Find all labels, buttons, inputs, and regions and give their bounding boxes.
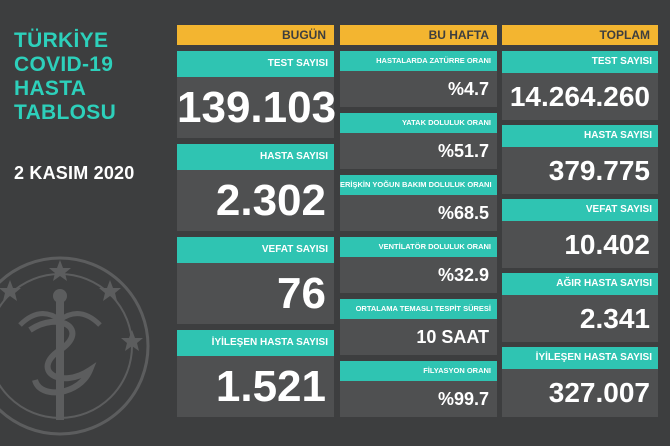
header-week: BU HAFTA xyxy=(340,25,497,45)
week-contact-label: ORTALAMA TEMASLI TESPİT SÜRESİ xyxy=(340,299,497,319)
today-case-card: HASTA SAYISI 2.302 xyxy=(177,144,334,231)
week-ventilator-label: VENTİLATÖR DOLULUK ORANI xyxy=(340,237,497,257)
total-death-value: 10.402 xyxy=(502,221,658,268)
today-death-label: VEFAT SAYISI xyxy=(177,237,334,263)
week-bed-card: YATAK DOLULUK ORANI %51.7 xyxy=(340,113,497,169)
week-pneumonia-card: HASTALARDA ZATÜRRE ORANI %4.7 xyxy=(340,51,497,107)
total-death-card: VEFAT SAYISI 10.402 xyxy=(502,199,658,268)
week-pneumonia-label: HASTALARDA ZATÜRRE ORANI xyxy=(340,51,497,71)
week-bed-value: %51.7 xyxy=(340,133,497,169)
total-case-value: 379.775 xyxy=(502,147,658,194)
total-critical-label: AĞIR HASTA SAYISI xyxy=(502,273,658,295)
week-ventilator-value: %32.9 xyxy=(340,257,497,293)
total-death-label: VEFAT SAYISI xyxy=(502,199,658,221)
left-panel: TÜRKİYE COVID-19 HASTA TABLOSU 2 KASIM 2… xyxy=(0,0,170,446)
ministry-emblem-icon xyxy=(0,256,150,436)
today-case-label: HASTA SAYISI xyxy=(177,144,334,170)
total-critical-card: AĞIR HASTA SAYISI 2.341 xyxy=(502,273,658,342)
header-today: BUGÜN xyxy=(177,25,334,45)
total-test-card: TEST SAYISI 14.264.260 xyxy=(502,51,658,120)
today-recovered-card: İYİLEŞEN HASTA SAYISI 1.521 xyxy=(177,330,334,417)
today-case-value: 2.302 xyxy=(177,170,334,231)
today-test-value: 139.103 xyxy=(177,77,336,138)
week-filiation-value: %99.7 xyxy=(340,381,497,417)
total-recovered-card: İYİLEŞEN HASTA SAYISI 327.007 xyxy=(502,347,658,417)
title-line-3: HASTA xyxy=(14,77,87,100)
total-recovered-value: 327.007 xyxy=(502,369,658,417)
title-line-2: COVID-19 xyxy=(14,53,114,76)
week-icu-value: %68.5 xyxy=(340,195,497,231)
today-recovered-value: 1.521 xyxy=(177,356,334,417)
total-test-label: TEST SAYISI xyxy=(502,51,658,73)
today-death-card: VEFAT SAYISI 76 xyxy=(177,237,334,324)
today-recovered-label: İYİLEŞEN HASTA SAYISI xyxy=(177,330,334,356)
total-case-label: HASTA SAYISI xyxy=(502,125,658,147)
title-line-1: TÜRKİYE xyxy=(14,29,109,52)
week-ventilator-card: VENTİLATÖR DOLULUK ORANI %32.9 xyxy=(340,237,497,293)
week-icu-card: ERİŞKİN YOĞUN BAKIM DOLULUK ORANI %68.5 xyxy=(340,175,497,231)
total-case-card: HASTA SAYISI 379.775 xyxy=(502,125,658,194)
week-bed-label: YATAK DOLULUK ORANI xyxy=(340,113,497,133)
week-filiation-card: FİLYASYON ORANI %99.7 xyxy=(340,361,497,417)
total-test-value: 14.264.260 xyxy=(502,73,658,120)
week-filiation-label: FİLYASYON ORANI xyxy=(340,361,497,381)
today-test-card: TEST SAYISI 139.103 xyxy=(177,51,336,138)
today-test-label: TEST SAYISI xyxy=(177,51,334,77)
header-total: TOPLAM xyxy=(502,25,658,45)
week-contact-card: ORTALAMA TEMASLI TESPİT SÜRESİ 10 SAAT xyxy=(340,299,497,355)
report-date: 2 KASIM 2020 xyxy=(14,163,135,183)
total-recovered-label: İYİLEŞEN HASTA SAYISI xyxy=(502,347,658,369)
week-contact-value: 10 SAAT xyxy=(340,319,497,355)
title-line-4: TABLOSU xyxy=(14,101,117,124)
total-critical-value: 2.341 xyxy=(502,295,658,342)
week-icu-label: ERİŞKİN YOĞUN BAKIM DOLULUK ORANI xyxy=(340,175,497,195)
week-pneumonia-value: %4.7 xyxy=(340,71,497,107)
today-death-value: 76 xyxy=(177,263,334,324)
